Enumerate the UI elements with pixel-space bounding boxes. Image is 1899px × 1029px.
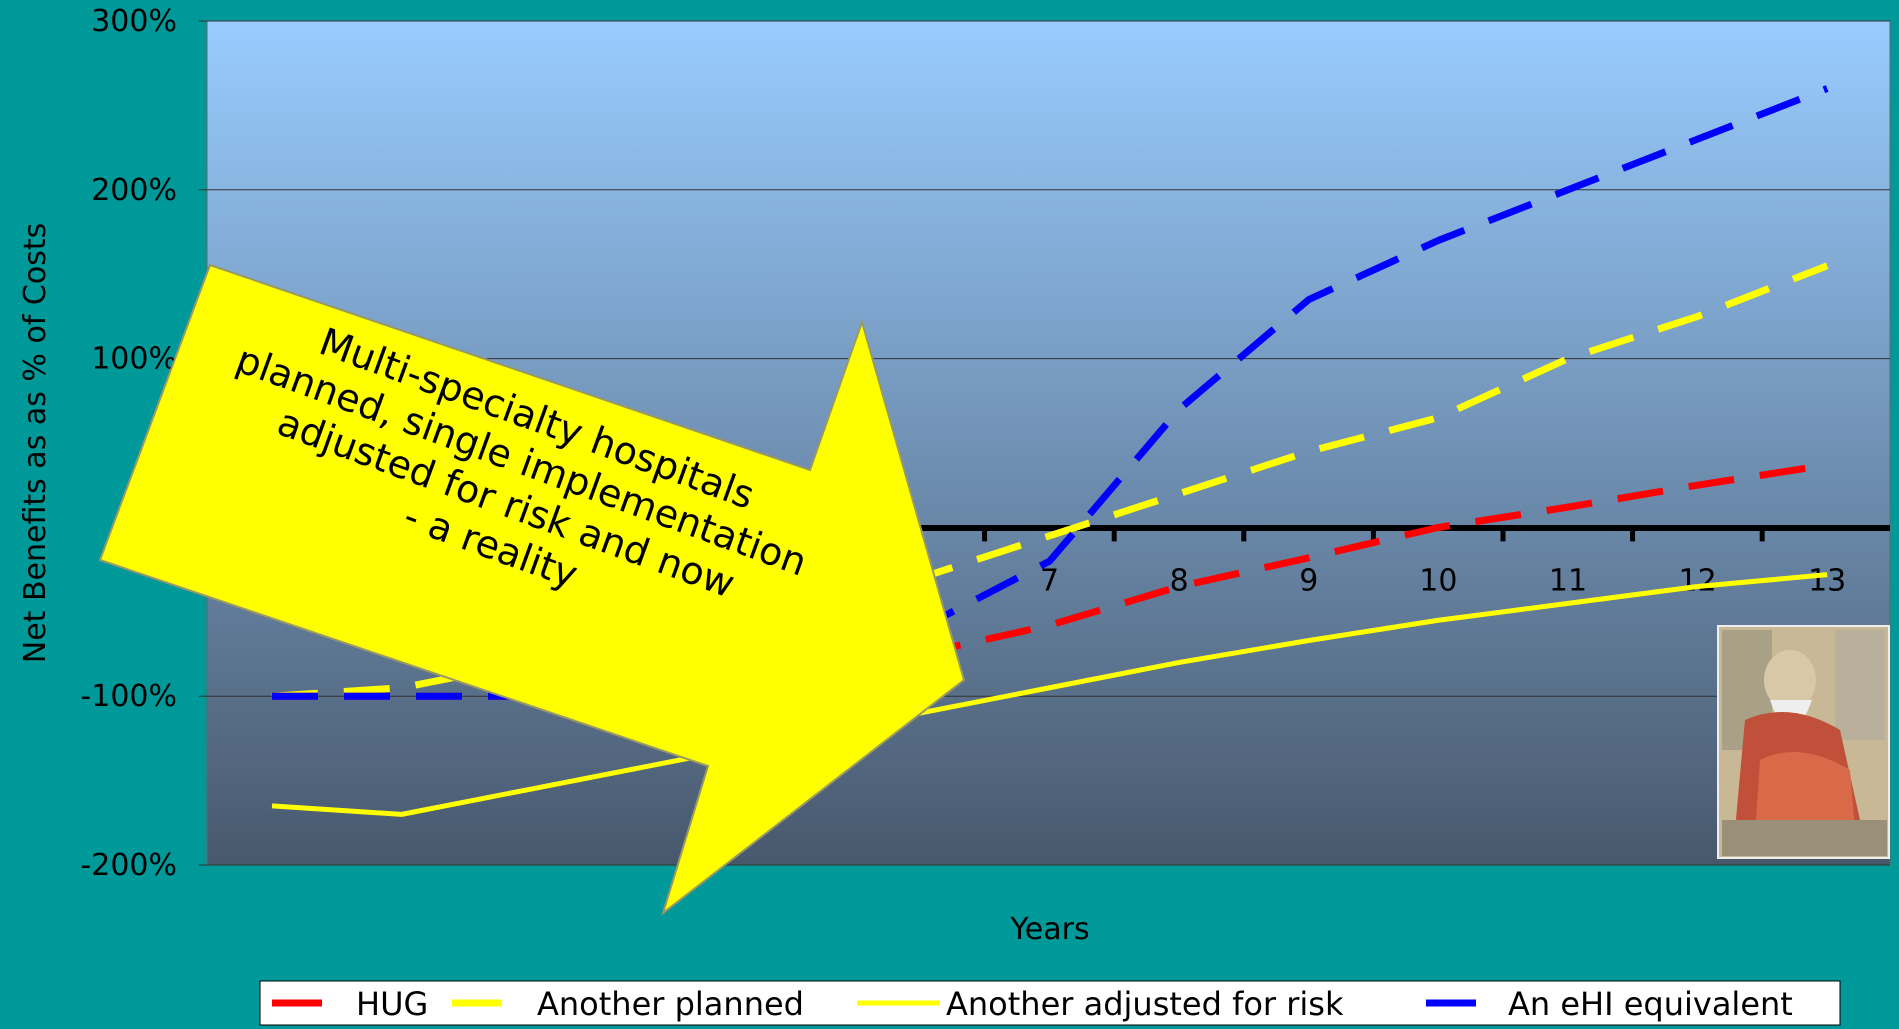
legend-box xyxy=(259,980,1841,1026)
y-tick-label: -200% xyxy=(80,848,177,883)
legend-hug-label: HUG xyxy=(356,985,428,1023)
legend-ehi-label: An eHI equivalent xyxy=(1508,985,1793,1023)
x-axis: 7 8 9 10 11 12 13 xyxy=(334,527,1846,598)
jeremiah-painting xyxy=(1717,625,1890,859)
x-tick-label: 7 xyxy=(1040,563,1059,598)
y-axis-title: Net Benefits as as % of Costs xyxy=(18,223,53,663)
x-tick-label: 13 xyxy=(1808,563,1846,598)
y-tick-label: 100% xyxy=(91,342,177,377)
x-tick-label: 10 xyxy=(1419,563,1457,598)
x-tick-label: 12 xyxy=(1679,563,1717,598)
legend-planned-label: Another planned xyxy=(537,985,804,1023)
legend: HUG Another planned Another adjusted for… xyxy=(259,980,1841,1026)
series-line-another-adjusted-for-risk xyxy=(271,572,1828,817)
legend-adjusted-label: Another adjusted for risk xyxy=(946,985,1344,1023)
x-tick-label: 9 xyxy=(1299,563,1318,598)
x-tick-label: 11 xyxy=(1549,563,1587,598)
y-tick-label: -100% xyxy=(80,679,177,714)
x-tick-label: 8 xyxy=(1170,563,1189,598)
y-tick-label: 200% xyxy=(91,173,177,208)
gridlines xyxy=(207,20,1890,866)
y-axis: -200% -100% 100% 200% 300% xyxy=(80,4,207,883)
x-axis-title: Years xyxy=(1009,912,1089,947)
y-tick-label: 300% xyxy=(91,4,177,39)
